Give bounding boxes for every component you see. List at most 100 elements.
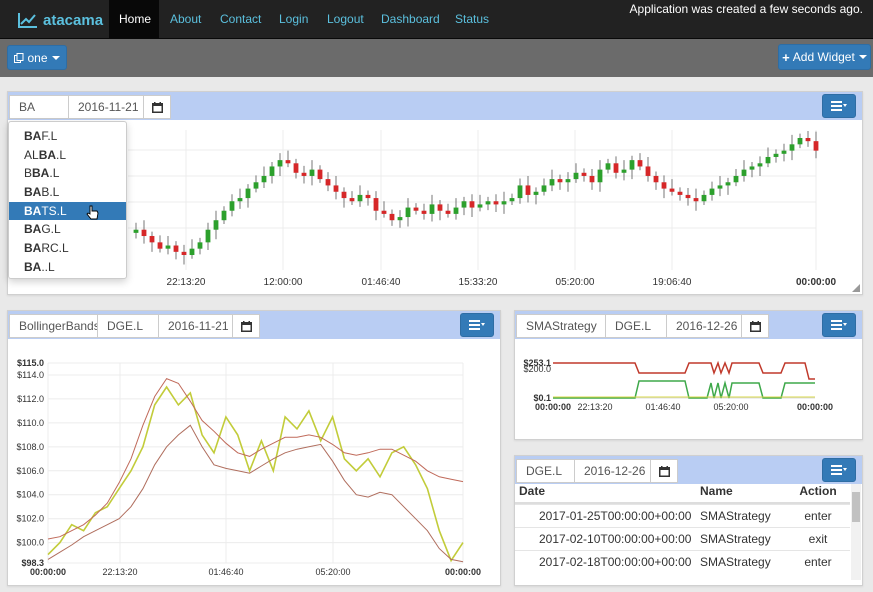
candle-body bbox=[541, 185, 547, 192]
candle-body bbox=[309, 169, 315, 176]
add-widget-button[interactable]: + Add Widget bbox=[778, 44, 871, 70]
date-field[interactable]: 2016-12-26 bbox=[574, 459, 657, 483]
x-tick-label: 00:00:00 bbox=[30, 567, 66, 577]
table-row[interactable]: 2017-02-18T00:00:00+00:00 SMAStrategy en… bbox=[515, 550, 850, 573]
widget-menu-button[interactable] bbox=[822, 94, 856, 118]
trades-widget: DGE.L 2016-12-26 Date Name Action 2017-0… bbox=[514, 455, 863, 586]
autocomplete-option[interactable]: BAB.L bbox=[24, 185, 60, 200]
resize-handle-icon[interactable] bbox=[852, 284, 860, 292]
calendar-button[interactable] bbox=[232, 314, 260, 338]
candle-body bbox=[669, 188, 675, 192]
x-tick-label: 05:20:00 bbox=[315, 567, 350, 577]
x-tick-label: 22:13:20 bbox=[577, 402, 612, 412]
calendar-button[interactable] bbox=[741, 314, 769, 338]
autocomplete-option[interactable]: BARC.L bbox=[24, 241, 69, 256]
column-header-name[interactable]: Name bbox=[700, 484, 733, 498]
candle-body bbox=[549, 179, 555, 186]
caret-down-icon bbox=[51, 55, 60, 60]
candle-body bbox=[205, 229, 211, 243]
workspace-dropdown-button[interactable]: one bbox=[7, 45, 67, 70]
strategy-field[interactable]: SMAStrategy bbox=[516, 314, 606, 338]
strategy-field[interactable]: BollingerBands bbox=[9, 314, 100, 338]
widget-menu-button[interactable] bbox=[822, 313, 856, 337]
x-tick-label: 19:06:40 bbox=[653, 277, 692, 288]
autocomplete-option[interactable]: BAF.L bbox=[24, 129, 58, 143]
symbol-field[interactable]: DGE.L bbox=[516, 459, 575, 483]
calendar-button[interactable] bbox=[650, 459, 678, 483]
plus-icon: + bbox=[782, 49, 790, 65]
calendar-icon bbox=[151, 101, 163, 113]
candle-body bbox=[157, 242, 163, 249]
price-line bbox=[47, 385, 464, 563]
candle-body bbox=[645, 166, 651, 176]
brand[interactable]: atacama bbox=[18, 8, 103, 32]
bollinger-widget: BollingerBands DGE.L 2016-11-21 $115.0 $1… bbox=[7, 310, 501, 586]
candle-body bbox=[325, 179, 331, 186]
candle-body bbox=[149, 236, 155, 243]
symbol-input[interactable] bbox=[9, 95, 69, 119]
cell-date: 2017-02-18T00:00:00+00:00 bbox=[539, 555, 692, 569]
date-field[interactable]: 2016-11-21 bbox=[68, 95, 151, 119]
nav-contact[interactable]: Contact bbox=[220, 12, 262, 26]
calendar-button[interactable] bbox=[143, 95, 171, 119]
y-tick-label: $110.0 bbox=[17, 418, 44, 428]
nav-dashboard[interactable]: Dashboard bbox=[381, 12, 440, 26]
candle-body bbox=[741, 169, 747, 176]
cell-action: exit bbox=[808, 532, 828, 546]
date-field[interactable]: 2016-12-26 bbox=[666, 314, 749, 338]
candle-body bbox=[581, 172, 587, 176]
table-header: Date Name Action bbox=[515, 484, 850, 504]
symbol-field[interactable]: DGE.L bbox=[605, 314, 667, 338]
candle-body bbox=[797, 138, 803, 145]
menu-icon bbox=[831, 320, 847, 330]
nav-logout[interactable]: Logout bbox=[327, 12, 364, 26]
add-widget-label: Add Widget bbox=[792, 50, 855, 64]
autocomplete-option[interactable]: BAG.L bbox=[24, 222, 61, 237]
scrollbar-thumb[interactable] bbox=[852, 492, 860, 522]
candle-body bbox=[781, 150, 787, 154]
nav-status[interactable]: Status bbox=[455, 12, 490, 26]
candle-body bbox=[165, 245, 171, 249]
candle-body bbox=[469, 201, 475, 208]
candle-body bbox=[333, 185, 339, 192]
candle-body bbox=[685, 194, 691, 199]
nav-about[interactable]: About bbox=[170, 12, 202, 26]
candle-body bbox=[701, 194, 707, 202]
candle-body bbox=[245, 188, 251, 199]
candle-body bbox=[301, 172, 307, 176]
candle-body bbox=[373, 198, 379, 211]
x-tick-label: 01:46:40 bbox=[645, 402, 680, 412]
autocomplete-option[interactable]: BATS.L bbox=[9, 201, 126, 221]
symbol-field[interactable]: DGE.L bbox=[97, 314, 159, 338]
column-header-action[interactable]: Action bbox=[799, 484, 837, 498]
nav-home[interactable]: Home bbox=[109, 0, 159, 39]
candle-body bbox=[253, 182, 259, 189]
y-tick-label: $253.1 bbox=[523, 358, 551, 368]
date-field[interactable]: 2016-11-21 bbox=[158, 314, 241, 338]
y-tick-label: $200.0 bbox=[523, 364, 551, 374]
table-row[interactable]: 2017-02-10T00:00:00+00:00 SMAStrategy ex… bbox=[515, 527, 850, 550]
nav-login[interactable]: Login bbox=[279, 12, 309, 26]
candle-body bbox=[445, 210, 451, 214]
autocomplete-option[interactable]: BA..L bbox=[24, 259, 55, 274]
column-header-date[interactable]: Date bbox=[519, 484, 546, 498]
table-row[interactable]: 2017-01-25T00:00:00+00:00 SMAStrategy en… bbox=[515, 504, 850, 527]
table-scrollbar[interactable] bbox=[851, 484, 861, 580]
widget-menu-button[interactable] bbox=[822, 458, 856, 482]
autocomplete-option[interactable]: BBA.L bbox=[24, 166, 60, 181]
candle-body bbox=[397, 217, 403, 221]
candle-body bbox=[677, 191, 683, 195]
candle-body bbox=[725, 182, 731, 186]
candle-body bbox=[621, 169, 627, 173]
cell-date: 2017-01-25T00:00:00+00:00 bbox=[539, 509, 692, 523]
candle-body bbox=[805, 138, 811, 142]
y-tick-label: $115.0 bbox=[17, 358, 44, 368]
widget-menu-button[interactable] bbox=[460, 313, 494, 337]
candle-body bbox=[429, 204, 435, 214]
autocomplete-option[interactable]: ALBA.L bbox=[24, 147, 67, 162]
candle-body bbox=[293, 163, 299, 173]
candle-body bbox=[501, 201, 507, 205]
x-tick-label: 05:20:00 bbox=[556, 277, 595, 288]
y-tick-label: $104.0 bbox=[16, 490, 44, 500]
candle-body bbox=[813, 141, 819, 151]
